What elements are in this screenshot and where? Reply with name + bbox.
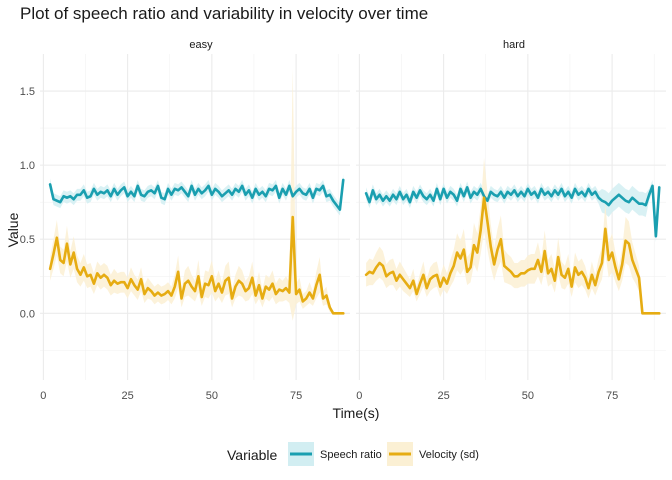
legend-label-velocity-sd: Velocity (sd) [419,449,479,461]
panel-strip-hard: hard [503,39,525,51]
x-tick-label: 50 [522,390,534,402]
line-speech-ratio-hard [364,184,661,238]
y-axis-title: Value [5,212,21,247]
line-velocity-sd-hard [364,196,661,315]
y-tick-label: 1.5 [20,86,35,98]
panel-strip-easy: easy [189,39,213,51]
ribbon-speech-ratio-easy [50,174,344,216]
legend-title: Variable [227,447,278,463]
x-tick-label: 0 [356,390,362,402]
ribbon-speech-ratio-hard [366,179,660,243]
chart-title: Plot of speech ratio and variability in … [20,4,428,23]
x-tick-label: 0 [40,390,46,402]
y-tick-label: 1.0 [20,160,35,172]
x-tick-label: 75 [606,390,618,402]
x-axis-title: Time(s) [333,405,380,421]
legend: Variable Speech ratio Velocity (sd) [227,442,479,466]
panel-hard [356,54,666,380]
x-axis-ticks: 0 25 50 75 0 25 50 75 [40,390,618,402]
x-tick-label: 50 [206,390,218,402]
x-tick-label: 25 [437,390,449,402]
y-tick-label: 0.5 [20,234,35,246]
line-velocity-sd-easy [48,215,345,315]
panel-easy [40,54,350,380]
ribbon-velocity-sd-hard [366,157,660,314]
y-tick-label: 0.0 [20,308,35,320]
x-tick-label: 25 [121,390,133,402]
x-tick-label: 75 [290,390,302,402]
legend-label-speech-ratio: Speech ratio [320,449,382,461]
line-speech-ratio-easy [48,178,345,211]
y-axis-ticks: 0.0 0.5 1.0 1.5 [20,86,35,320]
